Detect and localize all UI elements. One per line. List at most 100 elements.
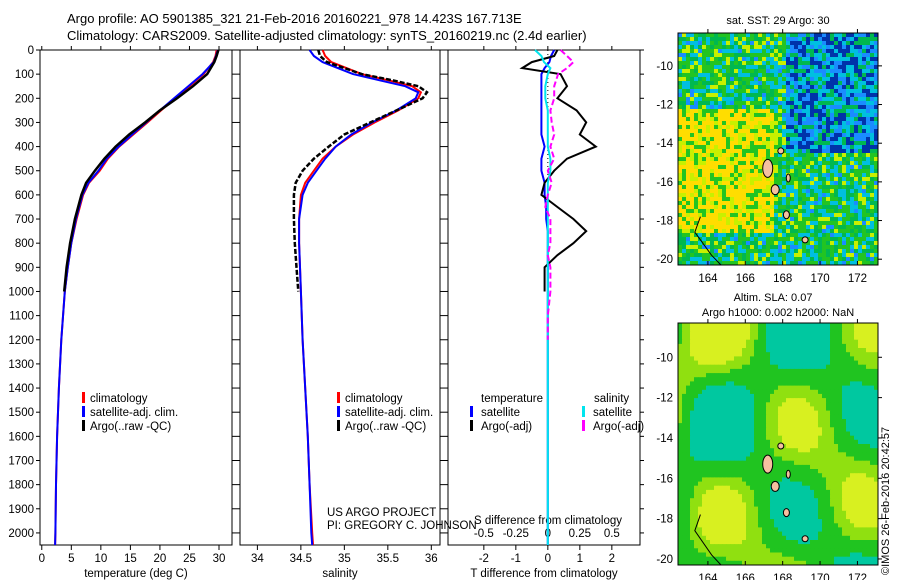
map-cell xyxy=(834,249,839,254)
map-cell xyxy=(750,393,755,399)
map-cell xyxy=(862,77,867,82)
map-cell xyxy=(846,197,851,202)
map-cell xyxy=(858,153,863,158)
map-cell xyxy=(810,113,815,118)
map-cell xyxy=(806,197,811,202)
map-cell xyxy=(782,245,787,250)
difference-legend-title: salinity xyxy=(594,393,629,405)
map-cell xyxy=(726,377,731,382)
map-cell xyxy=(814,125,819,130)
map-cell xyxy=(722,423,727,428)
map-cell xyxy=(790,414,795,420)
map-cell xyxy=(830,117,835,122)
map-cell xyxy=(758,105,763,110)
map-cell xyxy=(758,381,763,386)
map-cell xyxy=(706,237,711,242)
map-cell xyxy=(730,157,735,162)
map-cell xyxy=(766,323,771,328)
map-cell xyxy=(754,385,759,391)
map-cell xyxy=(690,339,695,345)
map-cell xyxy=(826,41,831,46)
map-cell xyxy=(794,133,799,138)
map-cell xyxy=(726,157,731,162)
map-cell xyxy=(810,57,815,62)
map-cell xyxy=(826,469,831,474)
map-cell xyxy=(738,113,743,118)
map-cell xyxy=(742,89,747,94)
map-cell xyxy=(846,261,851,266)
map-cell xyxy=(790,406,795,411)
map-cell xyxy=(870,93,875,98)
map-cell xyxy=(750,217,755,222)
map-cell xyxy=(794,427,799,432)
map-cell xyxy=(746,189,751,194)
map-cell xyxy=(838,253,843,258)
map-cell xyxy=(838,197,843,202)
map-cell xyxy=(706,161,711,166)
map-cell xyxy=(766,69,771,74)
map-cell xyxy=(774,448,779,453)
map-cell xyxy=(734,49,739,54)
map-cell xyxy=(858,213,863,218)
map-cell xyxy=(814,101,819,106)
map-cell xyxy=(862,109,867,114)
map-cell xyxy=(854,217,859,222)
map-cell xyxy=(822,161,827,166)
map-cell xyxy=(730,141,735,146)
map-cell xyxy=(830,157,835,162)
map-cell xyxy=(750,177,755,182)
map-cell xyxy=(818,452,823,457)
map-cell xyxy=(858,327,863,332)
map-cell xyxy=(754,410,759,416)
map-cell xyxy=(842,419,847,424)
map-cell xyxy=(774,393,779,399)
legend-swatch xyxy=(337,392,340,403)
map-cell xyxy=(750,33,755,38)
map-cell xyxy=(798,253,803,258)
map-cell xyxy=(690,419,695,424)
map-cell xyxy=(710,385,715,391)
map-cell xyxy=(798,464,803,470)
map-cell xyxy=(822,49,827,54)
map-cell xyxy=(862,113,867,118)
map-cell xyxy=(782,377,787,382)
map-cell xyxy=(870,225,875,230)
map-cell xyxy=(794,339,799,345)
map-cell xyxy=(754,444,759,449)
map-cell xyxy=(822,149,827,154)
map-cell xyxy=(842,323,847,328)
map-cell xyxy=(718,464,723,470)
map-cell xyxy=(774,348,779,353)
map-cell xyxy=(866,360,871,366)
map-cell xyxy=(850,464,855,470)
map-cell xyxy=(870,185,875,190)
map-cell xyxy=(838,245,843,250)
map-cell xyxy=(754,209,759,214)
map-cell xyxy=(842,129,847,134)
map-cell xyxy=(870,81,875,86)
map-cell xyxy=(706,368,711,374)
map-cell xyxy=(810,427,815,432)
map-cell xyxy=(726,464,731,470)
map-cell xyxy=(854,77,859,82)
map-cell xyxy=(786,410,791,416)
map-cell xyxy=(794,398,799,403)
map-xtick-label: 168 xyxy=(773,273,792,285)
map-cell xyxy=(682,360,687,366)
map-cell xyxy=(874,37,879,42)
map-cell xyxy=(682,364,687,370)
map-cell xyxy=(766,121,771,126)
map-cell xyxy=(698,444,703,449)
map-cell xyxy=(850,129,855,134)
map-cell xyxy=(806,431,811,437)
map-cell xyxy=(694,121,699,126)
map-cell xyxy=(722,225,727,230)
map-cell xyxy=(790,197,795,202)
map-cell xyxy=(754,414,759,420)
map-cell xyxy=(854,348,859,353)
map-cell xyxy=(838,435,843,441)
map-cell xyxy=(810,245,815,250)
map-cell xyxy=(682,61,687,66)
map-cell xyxy=(782,37,787,42)
map-cell xyxy=(766,181,771,186)
